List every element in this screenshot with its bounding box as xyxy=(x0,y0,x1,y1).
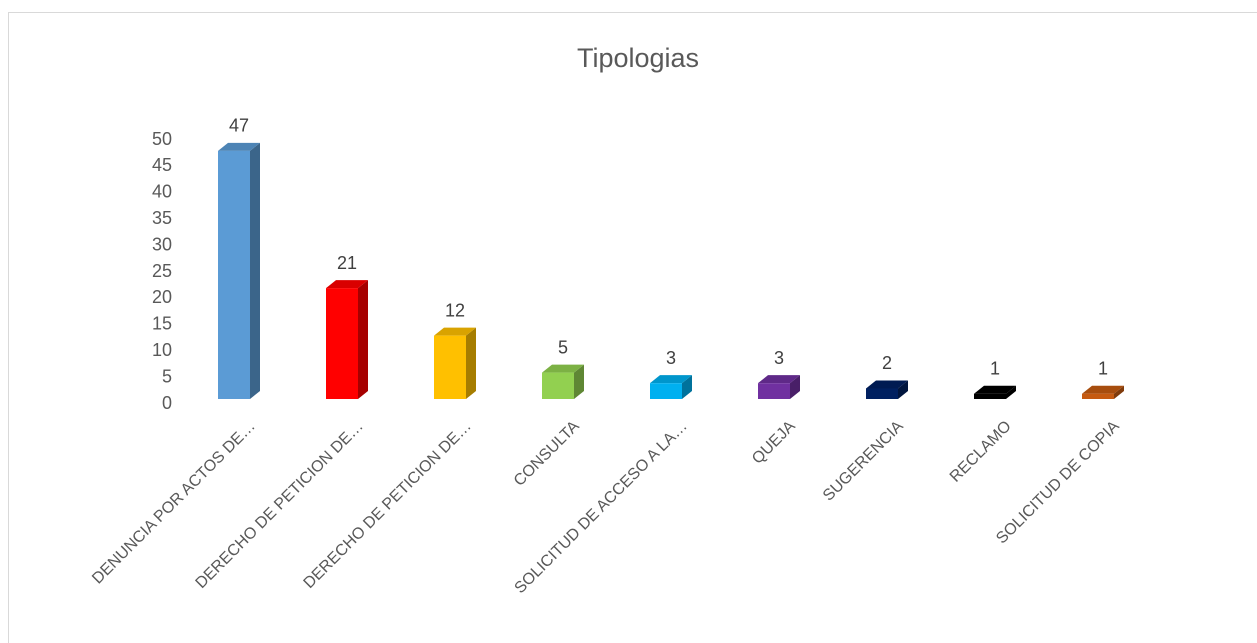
bar-side xyxy=(1114,385,1124,399)
y-tick-label: 35 xyxy=(152,208,172,228)
bar-top xyxy=(542,364,584,373)
value-label: 2 xyxy=(882,353,892,373)
bar-top xyxy=(326,280,368,289)
y-tick-label: 30 xyxy=(152,234,172,254)
y-tick-label: 0 xyxy=(162,393,172,413)
chart-title: Tipologias xyxy=(577,43,699,73)
bar xyxy=(758,383,790,399)
bar-side xyxy=(682,375,692,399)
y-tick-label: 15 xyxy=(152,314,172,334)
value-label: 3 xyxy=(666,348,676,368)
bar xyxy=(218,150,250,399)
bar xyxy=(866,388,898,399)
bar-side xyxy=(898,380,908,399)
value-label: 47 xyxy=(229,116,249,136)
bar-top xyxy=(650,375,692,384)
bar xyxy=(542,372,574,399)
chart-border xyxy=(8,12,1257,643)
bar-side xyxy=(250,142,260,399)
bar-side xyxy=(574,364,584,399)
value-label: 1 xyxy=(990,358,1000,378)
bar xyxy=(1082,393,1114,399)
bar-top xyxy=(866,380,908,389)
value-label: 3 xyxy=(774,348,784,368)
bar xyxy=(434,335,466,399)
bar-top xyxy=(1082,385,1124,394)
y-tick-label: 10 xyxy=(152,340,172,360)
bar-top xyxy=(758,375,800,384)
bar-top xyxy=(218,142,260,151)
value-label: 1 xyxy=(1098,358,1108,378)
bar xyxy=(326,288,358,399)
bar-side xyxy=(358,280,368,399)
y-tick-label: 40 xyxy=(152,182,172,202)
bar-side xyxy=(466,327,476,399)
bar-side xyxy=(1006,385,1016,399)
bar xyxy=(650,383,682,399)
y-tick-label: 25 xyxy=(152,261,172,281)
y-tick-label: 20 xyxy=(152,287,172,307)
y-tick-label: 45 xyxy=(152,155,172,175)
bar-top xyxy=(974,385,1016,394)
y-tick-label: 50 xyxy=(152,129,172,149)
value-label: 12 xyxy=(445,300,465,320)
bar-side xyxy=(790,375,800,399)
value-label: 5 xyxy=(558,337,568,357)
bar-top xyxy=(434,327,476,336)
y-tick-label: 5 xyxy=(162,366,172,386)
bar xyxy=(974,393,1006,399)
value-label: 21 xyxy=(337,253,357,273)
